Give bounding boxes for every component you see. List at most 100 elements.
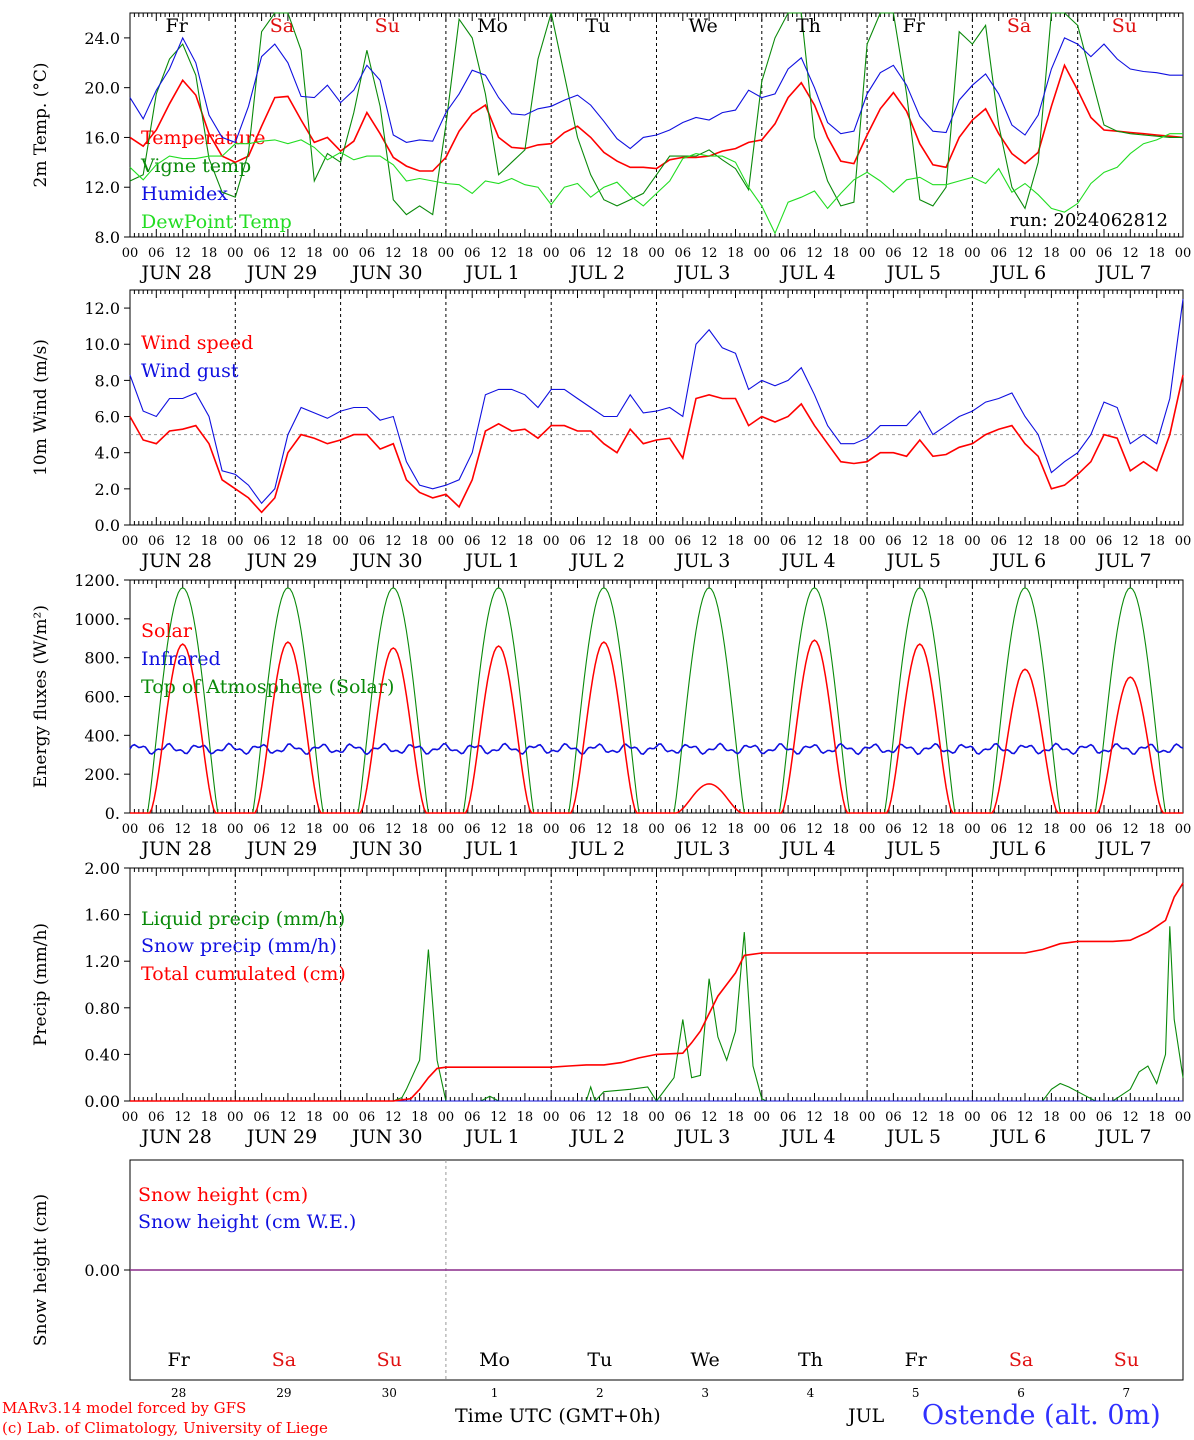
day-label: JUL 3	[674, 1126, 730, 1148]
y-axis-label: Energy fluxes (W/m²)	[31, 605, 51, 788]
y-tick-label: 8.0	[95, 228, 120, 247]
day-number-label: 6	[1017, 1386, 1025, 1400]
hour-tick-label: 06	[675, 1110, 692, 1125]
y-tick-label: 6.0	[95, 408, 120, 427]
hour-tick-label: 00	[543, 822, 560, 837]
hour-tick-label: 00	[543, 534, 560, 549]
weekday-label-top: Su	[1112, 15, 1137, 37]
legend-entry: DewPoint Temp	[141, 211, 292, 233]
hour-tick-label: 00	[122, 1110, 139, 1125]
y-tick-label: 4.0	[95, 444, 120, 463]
hour-tick-label: 00	[1069, 822, 1086, 837]
hour-tick-label: 18	[306, 1110, 323, 1125]
credit-line-1: MARv3.14 model forced by GFS	[2, 1399, 247, 1417]
hour-tick-label: 06	[990, 1110, 1007, 1125]
series-infrared	[129, 742, 1184, 756]
hour-tick-label: 06	[780, 534, 797, 549]
hour-tick-label: 12	[174, 822, 191, 837]
legend-entry: Humidex	[141, 183, 228, 205]
y-tick-label: 10.0	[84, 335, 120, 354]
hour-tick-label: 12	[385, 822, 402, 837]
day-label: JUL 7	[1095, 838, 1151, 860]
day-label: JUL 2	[569, 550, 625, 572]
hour-tick-label: 12	[385, 534, 402, 549]
hour-tick-label: 00	[438, 246, 455, 261]
day-label: JUL 3	[674, 838, 730, 860]
hour-tick-label: 00	[227, 534, 244, 549]
hour-tick-label: 06	[253, 822, 270, 837]
day-label: JUL 2	[569, 1126, 625, 1148]
hour-tick-label: 18	[727, 822, 744, 837]
day-label: JUL 4	[779, 838, 835, 860]
hour-tick-label: 12	[1017, 1110, 1034, 1125]
hour-tick-label: 18	[411, 1110, 428, 1125]
hour-tick-label: 18	[622, 822, 639, 837]
weekday-label-bottom: Su	[1114, 1349, 1139, 1371]
day-number-label: 30	[382, 1386, 397, 1400]
hour-tick-label: 00	[1069, 534, 1086, 549]
weekday-label-top: Sa	[270, 15, 294, 37]
hour-tick-label: 12	[280, 246, 297, 261]
day-label: JUN 29	[245, 1126, 317, 1148]
legend-entry: Snow precip (mm/h)	[141, 935, 337, 957]
hour-ticks	[129, 868, 1184, 1101]
series-solar	[130, 639, 1183, 814]
hour-tick-label: 06	[464, 246, 481, 261]
weekday-label-bottom: Tu	[587, 1349, 612, 1371]
hour-tick-label: 00	[1175, 822, 1192, 837]
weekday-label-top: We	[689, 15, 718, 37]
day-number-label: 4	[807, 1386, 815, 1400]
hour-tick-label: 00	[332, 246, 349, 261]
day-number-label: 28	[171, 1386, 186, 1400]
day-number-label: 1	[491, 1386, 499, 1400]
hour-tick-label: 12	[174, 1110, 191, 1125]
y-tick-label: 8.0	[95, 371, 120, 390]
y-tick-label: 2.00	[84, 859, 120, 878]
day-number-label: 5	[912, 1386, 920, 1400]
hour-tick-label: 18	[622, 534, 639, 549]
hour-tick-label: 18	[622, 1110, 639, 1125]
hour-tick-label: 12	[280, 822, 297, 837]
y-axis-label: Precip (mm/h)	[31, 923, 51, 1046]
hour-tick-label: 00	[859, 822, 876, 837]
y-tick-label: 1200.	[74, 571, 120, 590]
hour-tick-label: 00	[1069, 246, 1086, 261]
y-tick-label: 12.0	[84, 178, 120, 197]
hour-tick-label: 06	[569, 534, 586, 549]
hour-tick-label: 18	[1148, 246, 1165, 261]
day-label: JUL 1	[463, 838, 519, 860]
hour-tick-label: 00	[964, 246, 981, 261]
legend-entry: Wind gust	[141, 360, 239, 382]
panel-frame-temp	[129, 12, 1184, 238]
hour-tick-label: 00	[648, 1110, 665, 1125]
y-axis-label: Snow height (cm)	[31, 1194, 51, 1346]
hour-tick-label: 18	[1148, 534, 1165, 549]
hour-tick-label: 00	[859, 246, 876, 261]
hour-tick-label: 18	[306, 534, 323, 549]
y-tick-label: 0.	[105, 804, 120, 823]
hour-tick-label: 00	[754, 534, 771, 549]
hour-tick-label: 06	[990, 534, 1007, 549]
run-annotation: run: 2024062812	[1010, 210, 1168, 231]
day-label: JUN 30	[350, 550, 422, 572]
day-label: JUN 28	[139, 550, 211, 572]
legend-entry: Vigne temp	[140, 155, 251, 177]
hour-tick-label: 00	[227, 822, 244, 837]
hour-tick-label: 18	[517, 534, 534, 549]
hour-tick-label: 06	[569, 822, 586, 837]
hour-tick-label: 06	[885, 534, 902, 549]
hour-tick-label: 12	[596, 246, 613, 261]
hour-tick-label: 00	[438, 1110, 455, 1125]
hour-tick-label: 12	[1122, 246, 1139, 261]
hour-tick-label: 18	[411, 822, 428, 837]
hour-tick-label: 00	[332, 822, 349, 837]
y-tick-label: 20.0	[84, 79, 120, 98]
weekday-label-top: Th	[796, 15, 821, 37]
hour-ticks	[129, 290, 1184, 525]
legend-entry: Infrared	[141, 648, 221, 670]
hour-tick-label: 06	[780, 1110, 797, 1125]
weekday-label-top: Fr	[166, 15, 189, 37]
day-label: JUL 6	[990, 838, 1046, 860]
hour-tick-label: 00	[964, 822, 981, 837]
hour-tick-label: 00	[648, 534, 665, 549]
